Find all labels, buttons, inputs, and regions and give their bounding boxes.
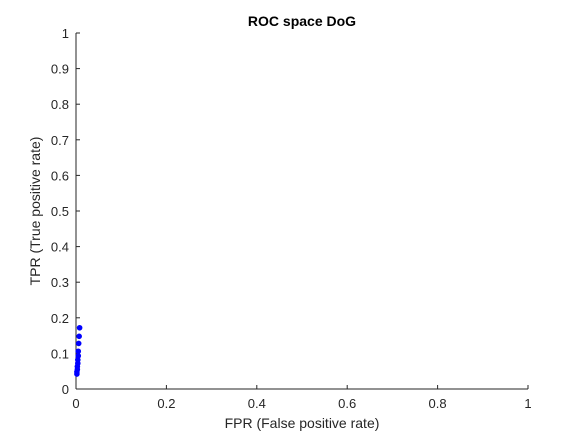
y-tick-label: 0.5 — [51, 204, 69, 219]
y-axis-label: TPR (True positive rate) — [27, 137, 43, 286]
y-tick-label: 0.2 — [51, 311, 69, 326]
data-points — [74, 324, 83, 377]
x-tick-label: 0.4 — [248, 396, 266, 411]
y-ticks: 0 0.1 0.2 0.3 0.4 0.5 0.6 0.7 0.8 0.9 1 — [51, 26, 80, 397]
y-tick-label: 0.8 — [51, 97, 69, 112]
chart-title: ROC space DoG — [248, 13, 356, 29]
data-point — [75, 353, 82, 359]
y-tick-label: 0.7 — [51, 133, 69, 148]
data-point — [76, 324, 83, 331]
axes — [75, 33, 528, 390]
x-tick-label: 0 — [72, 396, 79, 411]
x-axis-label: FPR (False positive rate) — [225, 415, 380, 431]
y-tick-label: 0.9 — [51, 62, 69, 77]
x-tick-label: 1 — [524, 396, 531, 411]
y-tick-label: 0.4 — [51, 240, 69, 255]
y-tick-label: 0.1 — [51, 346, 69, 361]
x-ticks: 0 0.2 0.4 0.6 0.8 1 — [72, 385, 532, 411]
y-tick-label: 0.6 — [51, 168, 69, 183]
data-point — [76, 333, 82, 340]
y-tick-label: 1 — [62, 26, 69, 41]
y-tick-label: 0 — [62, 382, 69, 397]
data-point — [75, 348, 82, 355]
x-tick-label: 0.2 — [157, 396, 175, 411]
x-tick-label: 0.8 — [429, 396, 447, 411]
x-tick-label: 0.6 — [338, 396, 356, 411]
y-tick-label: 0.3 — [51, 275, 69, 290]
data-point — [75, 340, 82, 347]
